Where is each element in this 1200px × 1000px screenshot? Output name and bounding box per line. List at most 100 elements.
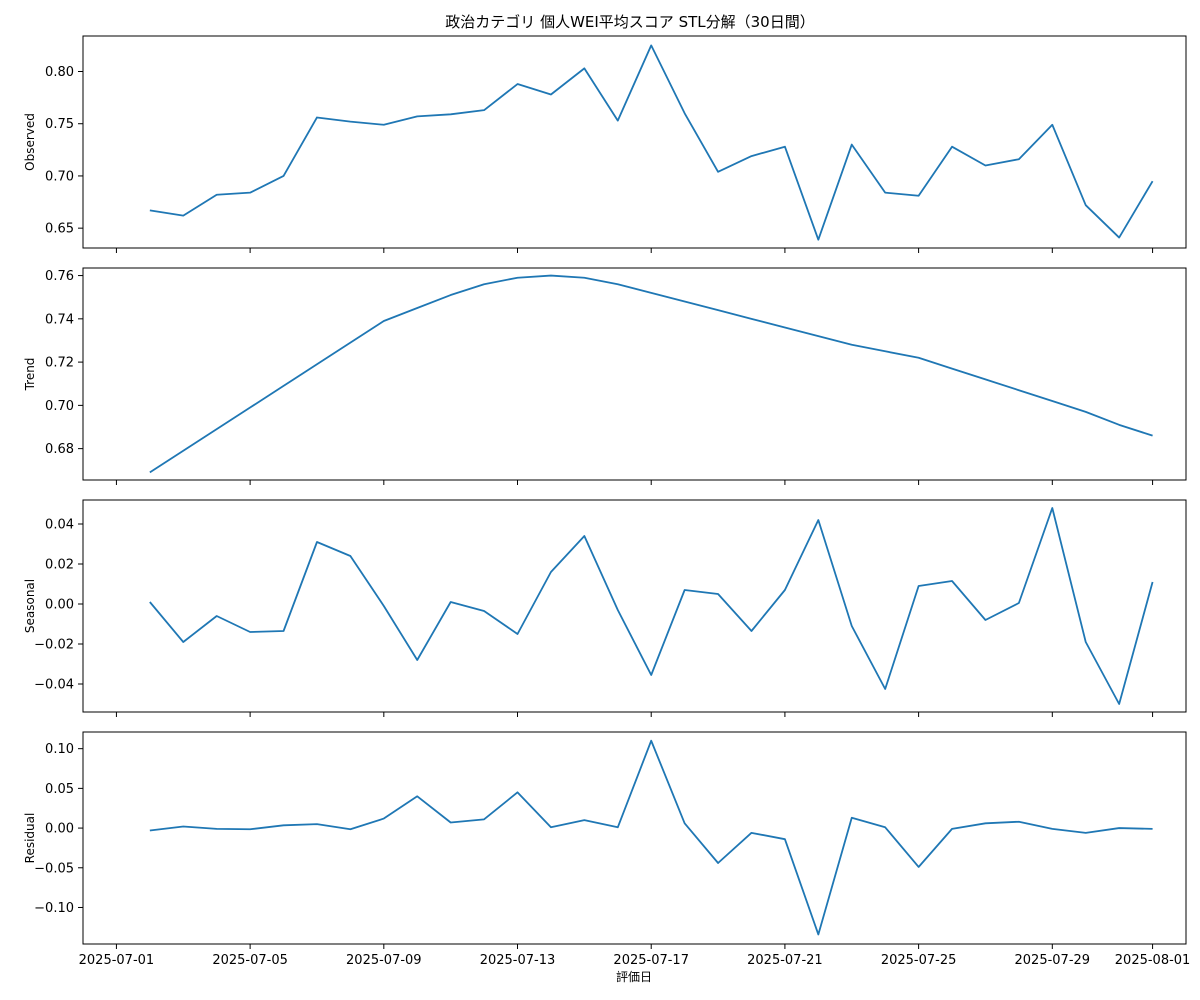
- y-tick-label: 0.75: [45, 117, 74, 132]
- data-point: [951, 367, 953, 369]
- series-line-observed: [149, 44, 1154, 241]
- data-point: [449, 821, 451, 823]
- data-point: [617, 609, 619, 611]
- data-point: [416, 115, 418, 117]
- data-point: [1151, 434, 1153, 436]
- data-point: [149, 829, 151, 831]
- data-point: [483, 818, 485, 820]
- data-point: [1085, 641, 1087, 643]
- data-point: [650, 44, 652, 46]
- data-point: [784, 838, 786, 840]
- data-point: [583, 277, 585, 279]
- data-point: [483, 109, 485, 111]
- data-point: [917, 357, 919, 359]
- panel-trend: 0.68 0.70 0.72 0.74 0.76 Trend: [23, 267, 1187, 485]
- data-point: [550, 826, 552, 828]
- data-point: [717, 309, 719, 311]
- x-tick-label: 2025-07-21: [747, 953, 823, 968]
- data-point: [817, 335, 819, 337]
- data-point: [750, 832, 752, 834]
- data-point: [951, 146, 953, 148]
- x-tick-label: 2025-07-09: [346, 953, 422, 968]
- data-point: [750, 155, 752, 157]
- data-point: [1118, 827, 1120, 829]
- data-point: [149, 471, 151, 473]
- data-point: [316, 116, 318, 118]
- data-point: [182, 641, 184, 643]
- data-point: [984, 822, 986, 824]
- x-tick-label: 2025-07-17: [613, 953, 689, 968]
- data-point: [851, 625, 853, 627]
- data-point: [483, 610, 485, 612]
- x-tick-label: 2025-07-13: [480, 953, 556, 968]
- data-point: [216, 428, 218, 430]
- data-point: [216, 615, 218, 617]
- panel-seasonal: −0.04 −0.02 0.00 0.02 0.04 Seasonal: [23, 499, 1187, 717]
- data-point: [249, 406, 251, 408]
- data-point: [182, 825, 184, 827]
- y-tick-label: 0.10: [45, 742, 74, 757]
- data-point: [182, 450, 184, 452]
- data-point: [617, 119, 619, 121]
- y-axis-label: Seasonal: [23, 579, 37, 633]
- panel-residual: −0.10 −0.05 0.00 0.05 0.10 Residual 2025-07-01…: [23, 731, 1191, 968]
- data-point: [617, 826, 619, 828]
- y-tick-label: 0.00: [45, 822, 74, 837]
- data-point: [282, 630, 284, 632]
- x-tick-label: 2025-08-01: [1115, 953, 1191, 968]
- data-point: [683, 300, 685, 302]
- data-point: [851, 344, 853, 346]
- y-tick-label: 0.70: [45, 399, 74, 414]
- y-tick-label: −0.04: [34, 678, 74, 693]
- y-axis-label: Observed: [23, 113, 37, 171]
- y-tick-label: 0.65: [45, 222, 74, 237]
- data-point: [249, 191, 251, 193]
- data-point: [917, 585, 919, 587]
- data-point: [1085, 204, 1087, 206]
- y-tick-label: 0.04: [45, 518, 74, 533]
- data-point: [784, 146, 786, 148]
- data-point: [349, 555, 351, 557]
- data-point: [851, 143, 853, 145]
- data-point: [1018, 389, 1020, 391]
- chart-title: 政治カテゴリ 個人WEI平均スコア STL分解（30日間）: [445, 13, 814, 31]
- data-point: [349, 120, 351, 122]
- data-point: [1085, 832, 1087, 834]
- y-tick-label: 0.74: [45, 312, 74, 327]
- data-point: [817, 238, 819, 240]
- data-point: [817, 933, 819, 935]
- data-point: [1051, 828, 1053, 830]
- data-point: [650, 292, 652, 294]
- data-point: [1118, 236, 1120, 238]
- data-point: [316, 823, 318, 825]
- data-point: [1018, 821, 1020, 823]
- data-point: [1118, 424, 1120, 426]
- data-point: [416, 307, 418, 309]
- data-point: [750, 318, 752, 320]
- data-point: [449, 601, 451, 603]
- data-point: [951, 828, 953, 830]
- series-line-trend: [149, 274, 1153, 474]
- data-point: [449, 113, 451, 115]
- data-point: [1151, 828, 1153, 830]
- data-point: [449, 294, 451, 296]
- y-tick-label: 0.00: [45, 598, 74, 613]
- series-line-seasonal: [149, 507, 1154, 705]
- data-point: [884, 191, 886, 193]
- data-point: [383, 320, 385, 322]
- data-point: [1051, 400, 1053, 402]
- plot-frame: [82, 267, 1187, 481]
- data-point: [516, 633, 518, 635]
- data-point: [249, 828, 251, 830]
- data-point: [784, 589, 786, 591]
- data-point: [282, 385, 284, 387]
- y-tick-label: 0.68: [45, 442, 74, 457]
- data-point: [182, 214, 184, 216]
- x-axis-label: 評価日: [616, 969, 652, 984]
- y-tick-label: 0.80: [45, 65, 74, 80]
- data-point: [650, 674, 652, 676]
- data-point: [583, 67, 585, 69]
- data-point: [216, 828, 218, 830]
- series-line-residual: [149, 739, 1153, 936]
- data-point: [583, 819, 585, 821]
